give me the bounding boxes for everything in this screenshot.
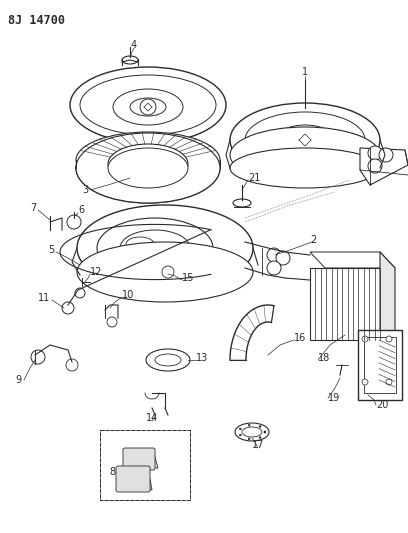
Text: 19: 19 [328, 393, 340, 403]
Text: 6: 6 [78, 205, 84, 215]
Ellipse shape [275, 125, 335, 155]
Ellipse shape [70, 67, 226, 143]
Text: 14: 14 [146, 413, 158, 423]
Ellipse shape [122, 56, 138, 64]
Circle shape [248, 424, 250, 426]
Circle shape [66, 359, 78, 371]
Polygon shape [380, 252, 395, 355]
Ellipse shape [113, 89, 183, 125]
Circle shape [362, 379, 368, 385]
Circle shape [75, 288, 85, 298]
Ellipse shape [242, 427, 262, 437]
Circle shape [107, 317, 117, 327]
Ellipse shape [77, 205, 253, 291]
Circle shape [264, 431, 266, 433]
Polygon shape [125, 450, 158, 468]
Circle shape [239, 434, 241, 436]
Text: 13: 13 [196, 353, 208, 363]
Bar [100, 430, 190, 500]
Text: 10: 10 [122, 290, 134, 300]
Bar [358, 330, 402, 400]
Ellipse shape [80, 75, 216, 135]
Circle shape [267, 261, 281, 275]
Circle shape [368, 146, 382, 160]
Text: 12: 12 [90, 267, 102, 277]
Ellipse shape [230, 103, 380, 177]
Ellipse shape [76, 133, 220, 203]
Text: 17: 17 [252, 440, 264, 450]
Text: 7: 7 [30, 203, 36, 213]
Text: 3: 3 [82, 185, 88, 195]
Polygon shape [360, 148, 408, 185]
Text: 9: 9 [16, 375, 22, 385]
FancyBboxPatch shape [123, 448, 155, 470]
Text: 5: 5 [48, 245, 54, 255]
Text: 2: 2 [310, 235, 316, 245]
Text: 21: 21 [248, 173, 260, 183]
Ellipse shape [146, 349, 190, 371]
Polygon shape [379, 340, 395, 395]
Ellipse shape [76, 133, 220, 203]
Text: 1: 1 [302, 67, 308, 77]
Ellipse shape [230, 127, 380, 183]
Bar [364, 337, 396, 393]
Circle shape [239, 428, 241, 430]
Ellipse shape [77, 242, 253, 302]
Text: 16: 16 [294, 333, 306, 343]
Circle shape [162, 266, 174, 278]
Text: 20: 20 [376, 400, 388, 410]
Ellipse shape [230, 148, 380, 188]
Ellipse shape [76, 132, 220, 188]
Text: 8J 14700: 8J 14700 [8, 14, 65, 27]
Circle shape [248, 438, 250, 440]
Ellipse shape [245, 112, 365, 168]
Ellipse shape [126, 237, 154, 251]
Polygon shape [310, 268, 380, 340]
Polygon shape [118, 468, 152, 490]
Text: 18: 18 [318, 353, 330, 363]
Ellipse shape [130, 98, 166, 116]
Circle shape [368, 159, 382, 173]
Text: 11: 11 [38, 293, 50, 303]
Circle shape [386, 379, 392, 385]
Circle shape [362, 336, 368, 342]
Circle shape [140, 99, 156, 115]
Circle shape [379, 148, 393, 162]
Ellipse shape [108, 148, 188, 188]
Text: 8: 8 [110, 467, 116, 477]
Circle shape [259, 437, 261, 439]
Circle shape [267, 248, 281, 262]
Polygon shape [310, 252, 395, 268]
Ellipse shape [155, 354, 181, 366]
Circle shape [264, 431, 266, 433]
Ellipse shape [233, 199, 251, 207]
Ellipse shape [120, 230, 190, 266]
Bar [100, 430, 190, 500]
Circle shape [276, 251, 290, 265]
Circle shape [386, 336, 392, 342]
Circle shape [67, 215, 81, 229]
Ellipse shape [235, 423, 269, 441]
Ellipse shape [97, 218, 213, 278]
Circle shape [62, 302, 74, 314]
Circle shape [259, 425, 261, 427]
Circle shape [293, 128, 317, 152]
Circle shape [31, 350, 45, 364]
Ellipse shape [108, 144, 188, 184]
FancyBboxPatch shape [116, 466, 150, 492]
Text: 15: 15 [182, 273, 194, 283]
Text: 4: 4 [131, 40, 137, 50]
